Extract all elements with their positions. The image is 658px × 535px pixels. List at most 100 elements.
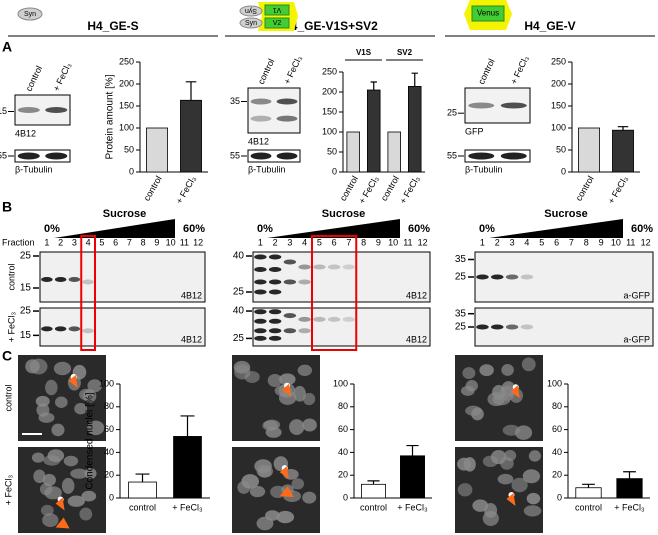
fraction-number: 8 [584, 237, 589, 247]
gradient-end: 60% [408, 223, 430, 235]
blot-band [327, 316, 341, 322]
blot [474, 307, 654, 347]
nucleus [293, 385, 306, 402]
blot-band [254, 318, 267, 324]
y-tick-label: 150 [119, 100, 134, 110]
blot-band [17, 107, 40, 113]
highlight-box [311, 235, 358, 351]
antibody-label: 4B12 [181, 334, 202, 344]
gradient-label: Sucrose [322, 208, 365, 220]
nucleus [53, 361, 72, 376]
arrowhead [282, 383, 292, 397]
blot-band [276, 152, 298, 160]
y-tick-label: 100 [99, 378, 114, 388]
mw-marker: 25 [20, 306, 32, 317]
mw-marker: 25 [20, 251, 32, 262]
icon-label: V2 [273, 20, 282, 27]
fraction-number: 8 [141, 237, 146, 247]
blot-band [313, 316, 326, 322]
bar [361, 483, 386, 499]
mw-marker: 55 [447, 150, 457, 160]
fraction-number: 9 [154, 237, 159, 247]
nucleus [523, 505, 542, 517]
blot-band [254, 279, 267, 285]
nucleus [258, 467, 272, 478]
nucleus [54, 396, 68, 408]
y-tick-label: 80 [104, 401, 114, 411]
y-tick-label: 150 [322, 106, 337, 116]
nucleus [457, 483, 473, 497]
nucleus [526, 492, 541, 505]
fraction-number: 9 [376, 237, 381, 247]
fraction-number: 3 [72, 237, 77, 247]
bar [616, 478, 643, 499]
blot-band [283, 313, 297, 319]
y-tick-label: 20 [104, 470, 114, 480]
blot-band [82, 328, 94, 334]
fraction-number: 7 [346, 237, 351, 247]
column-title: H4_GE-V1S+SV2 [282, 19, 378, 33]
blot-band [68, 277, 81, 282]
blot-band [254, 309, 267, 315]
arrowhead [55, 497, 65, 511]
panel-label: C [2, 348, 12, 364]
nucleus [462, 367, 476, 380]
y-tick-label: 40 [104, 447, 114, 457]
blot-band [254, 335, 267, 341]
nucleus [33, 469, 46, 484]
y-tick-label: 200 [551, 78, 566, 88]
blot-band [283, 279, 297, 285]
nucleus [42, 513, 59, 528]
y-axis-label: Condensed nuclei [%] [85, 392, 96, 490]
mw-marker: 40 [233, 306, 245, 317]
lane-label: control [476, 57, 496, 86]
bar [407, 86, 422, 173]
nucleus [84, 468, 97, 479]
blot-band [254, 289, 267, 295]
loading-blot [247, 149, 301, 163]
nucleus [521, 357, 536, 372]
blot-band [54, 277, 67, 282]
arrowhead [68, 374, 78, 388]
fraction-number: 5 [317, 237, 322, 247]
mw-marker: 55 [0, 150, 7, 160]
mw-marker: 25 [233, 287, 245, 298]
icon-syn [239, 5, 263, 17]
y-tick-label: 100 [322, 126, 337, 136]
x-tick-label: control [379, 174, 401, 202]
blot-band [468, 102, 495, 109]
y-tick-label: 0 [129, 166, 134, 176]
panel-label: B [2, 199, 12, 215]
nucleus [297, 364, 313, 377]
y-tick-label: 0 [343, 492, 348, 502]
gradient-start: 0% [479, 223, 495, 235]
y-tick-label: 60 [104, 424, 114, 434]
error-bar [582, 483, 595, 488]
error-bar [617, 126, 629, 131]
nucleus [267, 374, 283, 388]
loading-label: β-Tubulin [248, 164, 285, 174]
blot-band [298, 328, 311, 334]
x-tick-label: + FeCl₃ [606, 174, 630, 206]
lane-label: + FeCl₃ [51, 61, 73, 93]
nucleus [528, 450, 541, 462]
y-tick-label: 250 [322, 66, 337, 76]
mw-marker: 25 [455, 272, 467, 283]
mw-marker: 15 [20, 283, 32, 294]
error-bar [623, 471, 636, 479]
nucleus [25, 359, 40, 374]
blot-band [45, 152, 68, 160]
error-bar [411, 72, 418, 87]
y-tick-label: 80 [552, 401, 562, 411]
blot-band [268, 289, 282, 295]
y-tick-label: 150 [551, 100, 566, 110]
blot-band [298, 279, 311, 285]
arrowhead [510, 385, 520, 399]
icon-label: Venus [477, 9, 499, 18]
fraction-number: 8 [361, 237, 366, 247]
lane-label: + FeCl₃ [282, 54, 304, 86]
nucleus [490, 449, 507, 465]
column-title: H4_GE-V [524, 19, 575, 33]
blot-band [268, 279, 282, 285]
